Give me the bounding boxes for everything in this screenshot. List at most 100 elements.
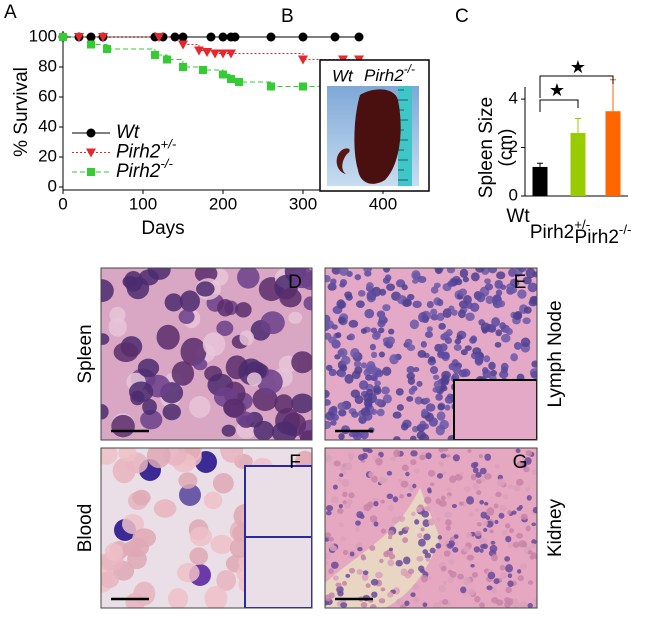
cell	[472, 482, 480, 490]
micrograph-border	[100, 267, 313, 441]
cell	[524, 457, 532, 465]
cell	[344, 291, 353, 299]
cell	[504, 523, 511, 529]
cell	[346, 499, 353, 505]
cell	[495, 329, 503, 337]
cell	[357, 289, 366, 297]
cell	[502, 494, 509, 500]
cell	[386, 493, 394, 500]
cell	[530, 552, 537, 559]
cell	[420, 527, 425, 532]
cell	[519, 600, 528, 608]
cell	[111, 414, 135, 438]
cell	[417, 533, 423, 539]
cell	[494, 279, 503, 289]
cell	[288, 311, 303, 324]
cell	[383, 341, 390, 347]
cell	[392, 496, 399, 503]
cell	[355, 520, 361, 526]
cell	[408, 387, 416, 395]
cell	[375, 458, 383, 466]
cell	[442, 580, 447, 586]
cell	[500, 572, 508, 580]
cell	[479, 499, 485, 505]
cell	[371, 475, 378, 483]
marker	[170, 32, 180, 42]
cell	[223, 398, 245, 418]
cell	[531, 522, 537, 527]
panel-letter: B	[281, 6, 294, 27]
cell	[410, 592, 416, 598]
cell	[476, 490, 482, 496]
y-axis-title: (cm)	[496, 129, 517, 167]
cell	[527, 550, 533, 555]
cell	[412, 300, 422, 309]
cell	[388, 328, 395, 335]
marker	[298, 32, 308, 42]
cell	[462, 276, 469, 283]
cell	[505, 586, 512, 594]
cell	[446, 454, 451, 458]
cell	[485, 515, 491, 521]
cell	[140, 410, 163, 430]
cell	[447, 280, 455, 287]
cell	[453, 534, 459, 539]
cell	[410, 450, 418, 457]
cell	[347, 333, 356, 341]
cell	[373, 501, 379, 507]
cell	[397, 515, 402, 520]
cell	[475, 530, 482, 537]
cell	[512, 598, 518, 604]
cell	[515, 478, 524, 486]
cell	[360, 430, 369, 440]
cell	[474, 268, 485, 273]
y-axis-title: % Survival	[11, 67, 32, 157]
cell	[475, 472, 482, 478]
small-spleen	[336, 148, 350, 174]
cell	[153, 499, 177, 518]
cell	[436, 312, 445, 322]
cell	[465, 312, 475, 322]
cell	[534, 598, 537, 604]
cell	[529, 543, 536, 549]
marker	[86, 32, 96, 42]
cell	[395, 559, 403, 567]
cell	[374, 380, 381, 387]
cell	[402, 537, 409, 543]
cell	[491, 597, 499, 604]
cell	[509, 278, 520, 287]
cell	[459, 268, 469, 278]
cell	[489, 529, 494, 534]
cell	[376, 408, 385, 417]
cell	[414, 396, 423, 405]
cell	[426, 326, 433, 332]
cell	[196, 281, 215, 297]
cell	[438, 461, 443, 466]
cell	[452, 547, 459, 553]
cell	[370, 374, 378, 381]
cell	[330, 405, 338, 413]
cell	[202, 332, 226, 357]
cell	[365, 388, 374, 396]
cell	[482, 366, 489, 374]
cell	[407, 568, 415, 575]
cell	[379, 558, 384, 564]
marker	[178, 32, 188, 42]
marker	[87, 40, 95, 49]
cell	[360, 602, 368, 608]
cell	[354, 274, 362, 281]
cell	[389, 547, 394, 552]
cell	[369, 515, 378, 523]
bar	[532, 166, 548, 196]
cell	[349, 551, 355, 557]
cell	[289, 268, 312, 289]
cell	[504, 597, 511, 603]
cell	[357, 453, 366, 461]
cell	[171, 361, 195, 386]
cell	[483, 355, 491, 363]
cell	[332, 575, 339, 581]
cell	[380, 528, 387, 534]
cell	[339, 463, 348, 470]
cell	[325, 364, 333, 371]
cell	[510, 353, 518, 362]
